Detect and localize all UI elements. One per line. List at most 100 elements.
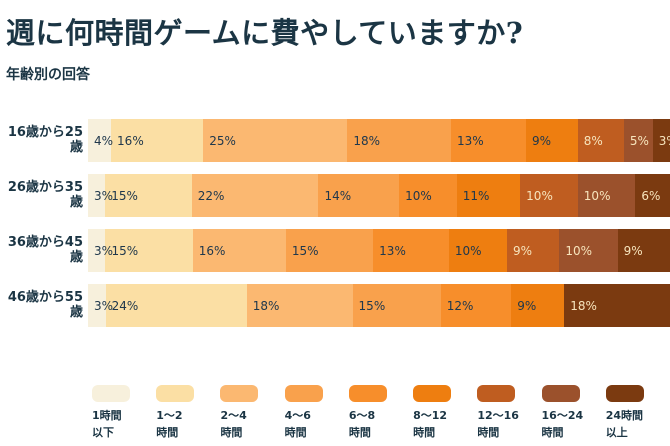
segment-value: 11% — [462, 188, 490, 203]
segment-value: 10% — [565, 243, 593, 258]
bar-segment: 10% — [577, 174, 636, 217]
legend-item: 1時間 以下 — [92, 385, 156, 441]
segment-value: 10% — [583, 188, 611, 203]
bar-segment: 24% — [105, 284, 247, 327]
legend-swatch — [92, 385, 130, 402]
legend-item: 24時間 以上 — [605, 385, 670, 441]
bar-segment: 9% — [617, 229, 670, 272]
legend-label: 1時間 以下 — [92, 409, 122, 439]
bar-segment: 5% — [623, 119, 653, 162]
bar-segment: 9% — [511, 284, 565, 327]
segment-value: 16% — [117, 133, 144, 148]
segment-value: 15% — [358, 298, 386, 313]
bar-segment: 15% — [352, 284, 441, 327]
legend-label: 16〜24 時間 — [541, 409, 584, 439]
legend-swatch — [348, 385, 387, 402]
bar-segment: 13% — [373, 229, 449, 272]
legend: 1時間 以下 1〜2 時間 2〜4 時間 4〜6 時間 6〜8 時間 8〜12 時間 12〜… — [92, 385, 670, 441]
chart-row: 16歳から25歳 4%16% 25% 18% 13% 9% 8% 5% 3% — [0, 119, 670, 162]
segment-value: 9% — [623, 243, 643, 258]
bar-segment: 18% — [564, 284, 670, 327]
segment-value: 6% — [641, 188, 661, 203]
legend-swatch — [413, 385, 452, 402]
chart-row: 36歳から45歳 3% 15% 16% 15% 13% 10% 9% 10% 9% — [0, 229, 670, 272]
segment-value: 18% — [353, 133, 380, 148]
segment-value: 24% — [111, 298, 139, 313]
segment-value: 3% — [94, 243, 114, 258]
bar-segment: 9% — [507, 229, 560, 272]
bar-segment: 14% — [318, 174, 400, 217]
segment-value: 18% — [252, 298, 280, 313]
segment-value: 3% — [94, 188, 114, 203]
legend-item: 8〜12 時間 — [413, 385, 477, 441]
legend-label: 24時間 以上 — [605, 409, 644, 439]
legend-item: 12〜16 時間 — [477, 385, 541, 441]
bar-segment: 6% — [635, 174, 670, 217]
bar-segment: 16% — [111, 119, 204, 162]
segment-value: 16% — [198, 243, 226, 258]
bar-segment: 12% — [440, 284, 512, 327]
bar-segment: 10% — [399, 174, 457, 217]
segment-value: 13% — [379, 243, 406, 258]
legend-item: 16〜24 時間 — [541, 385, 606, 441]
segment-value: 3% — [658, 133, 670, 148]
segment-value: 25% — [209, 133, 236, 148]
bar-segment: 15% — [285, 229, 374, 272]
segment-value: 9% — [513, 243, 533, 258]
bar-segment: 3% — [652, 119, 670, 162]
row-label: 46歳から55歳 — [7, 290, 83, 320]
segment-value: 14% — [324, 188, 352, 203]
bar-segment: 3% — [88, 174, 113, 217]
legend-item: 4〜6 時間 — [284, 385, 349, 441]
segment-value: 4% — [94, 133, 114, 148]
bar-segment: 3% — [88, 284, 113, 327]
legend-label: 1〜2 時間 — [156, 409, 183, 439]
legend-label: 2〜4 時間 — [220, 409, 247, 439]
segment-value: 15% — [291, 243, 319, 258]
segment-value: 10% — [526, 188, 553, 203]
legend-label: 8〜12 時間 — [413, 409, 448, 439]
legend-label: 4〜6 時間 — [284, 409, 311, 439]
bar-segment: 13% — [451, 119, 526, 162]
bar-segment: 22% — [191, 174, 319, 217]
segment-value: 12% — [446, 298, 474, 313]
bar: 4%16% 25% 18% 13% 9% 8% 5% 3% — [88, 119, 670, 162]
segment-value: 15% — [111, 188, 138, 203]
bar-segment: 18% — [246, 284, 353, 327]
segment-value: 22% — [197, 188, 225, 203]
bar-segment: 3% — [88, 229, 113, 272]
legend-label: 12〜16 時間 — [477, 409, 519, 439]
bar-segment: 9% — [525, 119, 578, 162]
chart-rows: 16歳から25歳4%16%25%18%13%9%8%5%3%26歳から35歳3%… — [0, 119, 670, 327]
legend-swatch — [284, 385, 323, 402]
segment-value: 18% — [570, 298, 597, 313]
bar-segment: 11% — [456, 174, 521, 217]
row-label: 26歳から35歳 — [7, 180, 83, 210]
bar-segment: 4% — [88, 119, 114, 162]
chart-row: 26歳から35歳 3% 15% 22% 14% 10% 11% 10% 10% 6% — [0, 174, 670, 217]
legend-label: 6〜8 時間 — [348, 409, 376, 439]
legend-swatch — [477, 385, 516, 402]
bar-segment: 16% — [192, 229, 286, 272]
segment-value: 10% — [454, 243, 482, 258]
segment-value: 8% — [583, 133, 603, 148]
legend-swatch — [220, 385, 259, 402]
segment-value: 3% — [94, 298, 114, 313]
chart-subtitle: 年齢別の回答 — [6, 67, 90, 83]
bar-segment: 10% — [520, 174, 578, 217]
segment-value: 5% — [629, 133, 649, 148]
bar: 3% 15% 16% 15% 13% 10% 9% 10% 9% — [88, 229, 670, 272]
chart-row: 46歳から55歳 3% 24% 18% 15% 12% 9% 18% — [0, 284, 670, 327]
bar: 3% 15% 22% 14% 10% 11% 10% 10% 6% — [88, 174, 670, 217]
segment-value: 13% — [457, 133, 484, 148]
bar-segment: 25% — [203, 119, 348, 162]
legend-item: 6〜8 時間 — [348, 385, 413, 441]
segment-value: 9% — [531, 133, 551, 148]
segment-value: 15% — [111, 243, 139, 258]
legend-item: 2〜4 時間 — [220, 385, 284, 441]
page-title: 週に何時間ゲームに費やしていますか? — [6, 16, 524, 50]
bar-segment: 8% — [577, 119, 624, 162]
bar-segment: 18% — [347, 119, 452, 162]
segment-value: 10% — [405, 188, 432, 203]
row-label: 16歳から25歳 — [7, 125, 83, 155]
